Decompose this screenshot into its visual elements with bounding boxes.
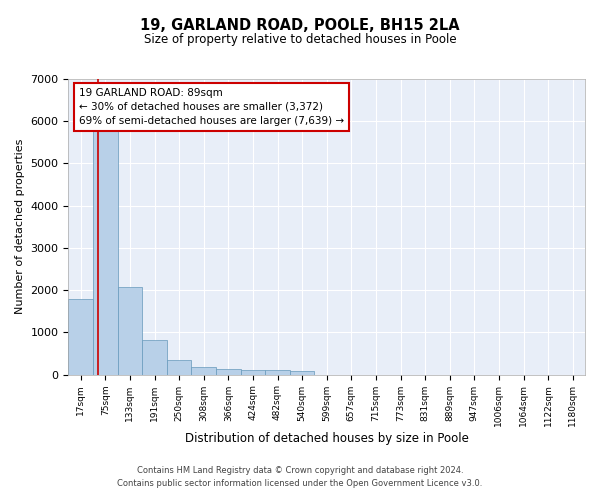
Bar [142,340,167,374]
Y-axis label: Number of detached properties: Number of detached properties [15,139,25,314]
Bar [265,370,290,374]
Bar [68,299,93,374]
Bar [290,371,314,374]
Text: 19, GARLAND ROAD, POOLE, BH15 2LA: 19, GARLAND ROAD, POOLE, BH15 2LA [140,18,460,32]
Bar [167,360,191,374]
X-axis label: Distribution of detached houses by size in Poole: Distribution of detached houses by size … [185,432,469,445]
Bar [118,287,142,374]
Bar [191,367,216,374]
Text: Size of property relative to detached houses in Poole: Size of property relative to detached ho… [143,32,457,46]
Text: Contains HM Land Registry data © Crown copyright and database right 2024.
Contai: Contains HM Land Registry data © Crown c… [118,466,482,487]
Text: 19 GARLAND ROAD: 89sqm
← 30% of detached houses are smaller (3,372)
69% of semi-: 19 GARLAND ROAD: 89sqm ← 30% of detached… [79,88,344,126]
Bar [216,369,241,374]
Bar [241,370,265,374]
Bar [93,130,118,374]
